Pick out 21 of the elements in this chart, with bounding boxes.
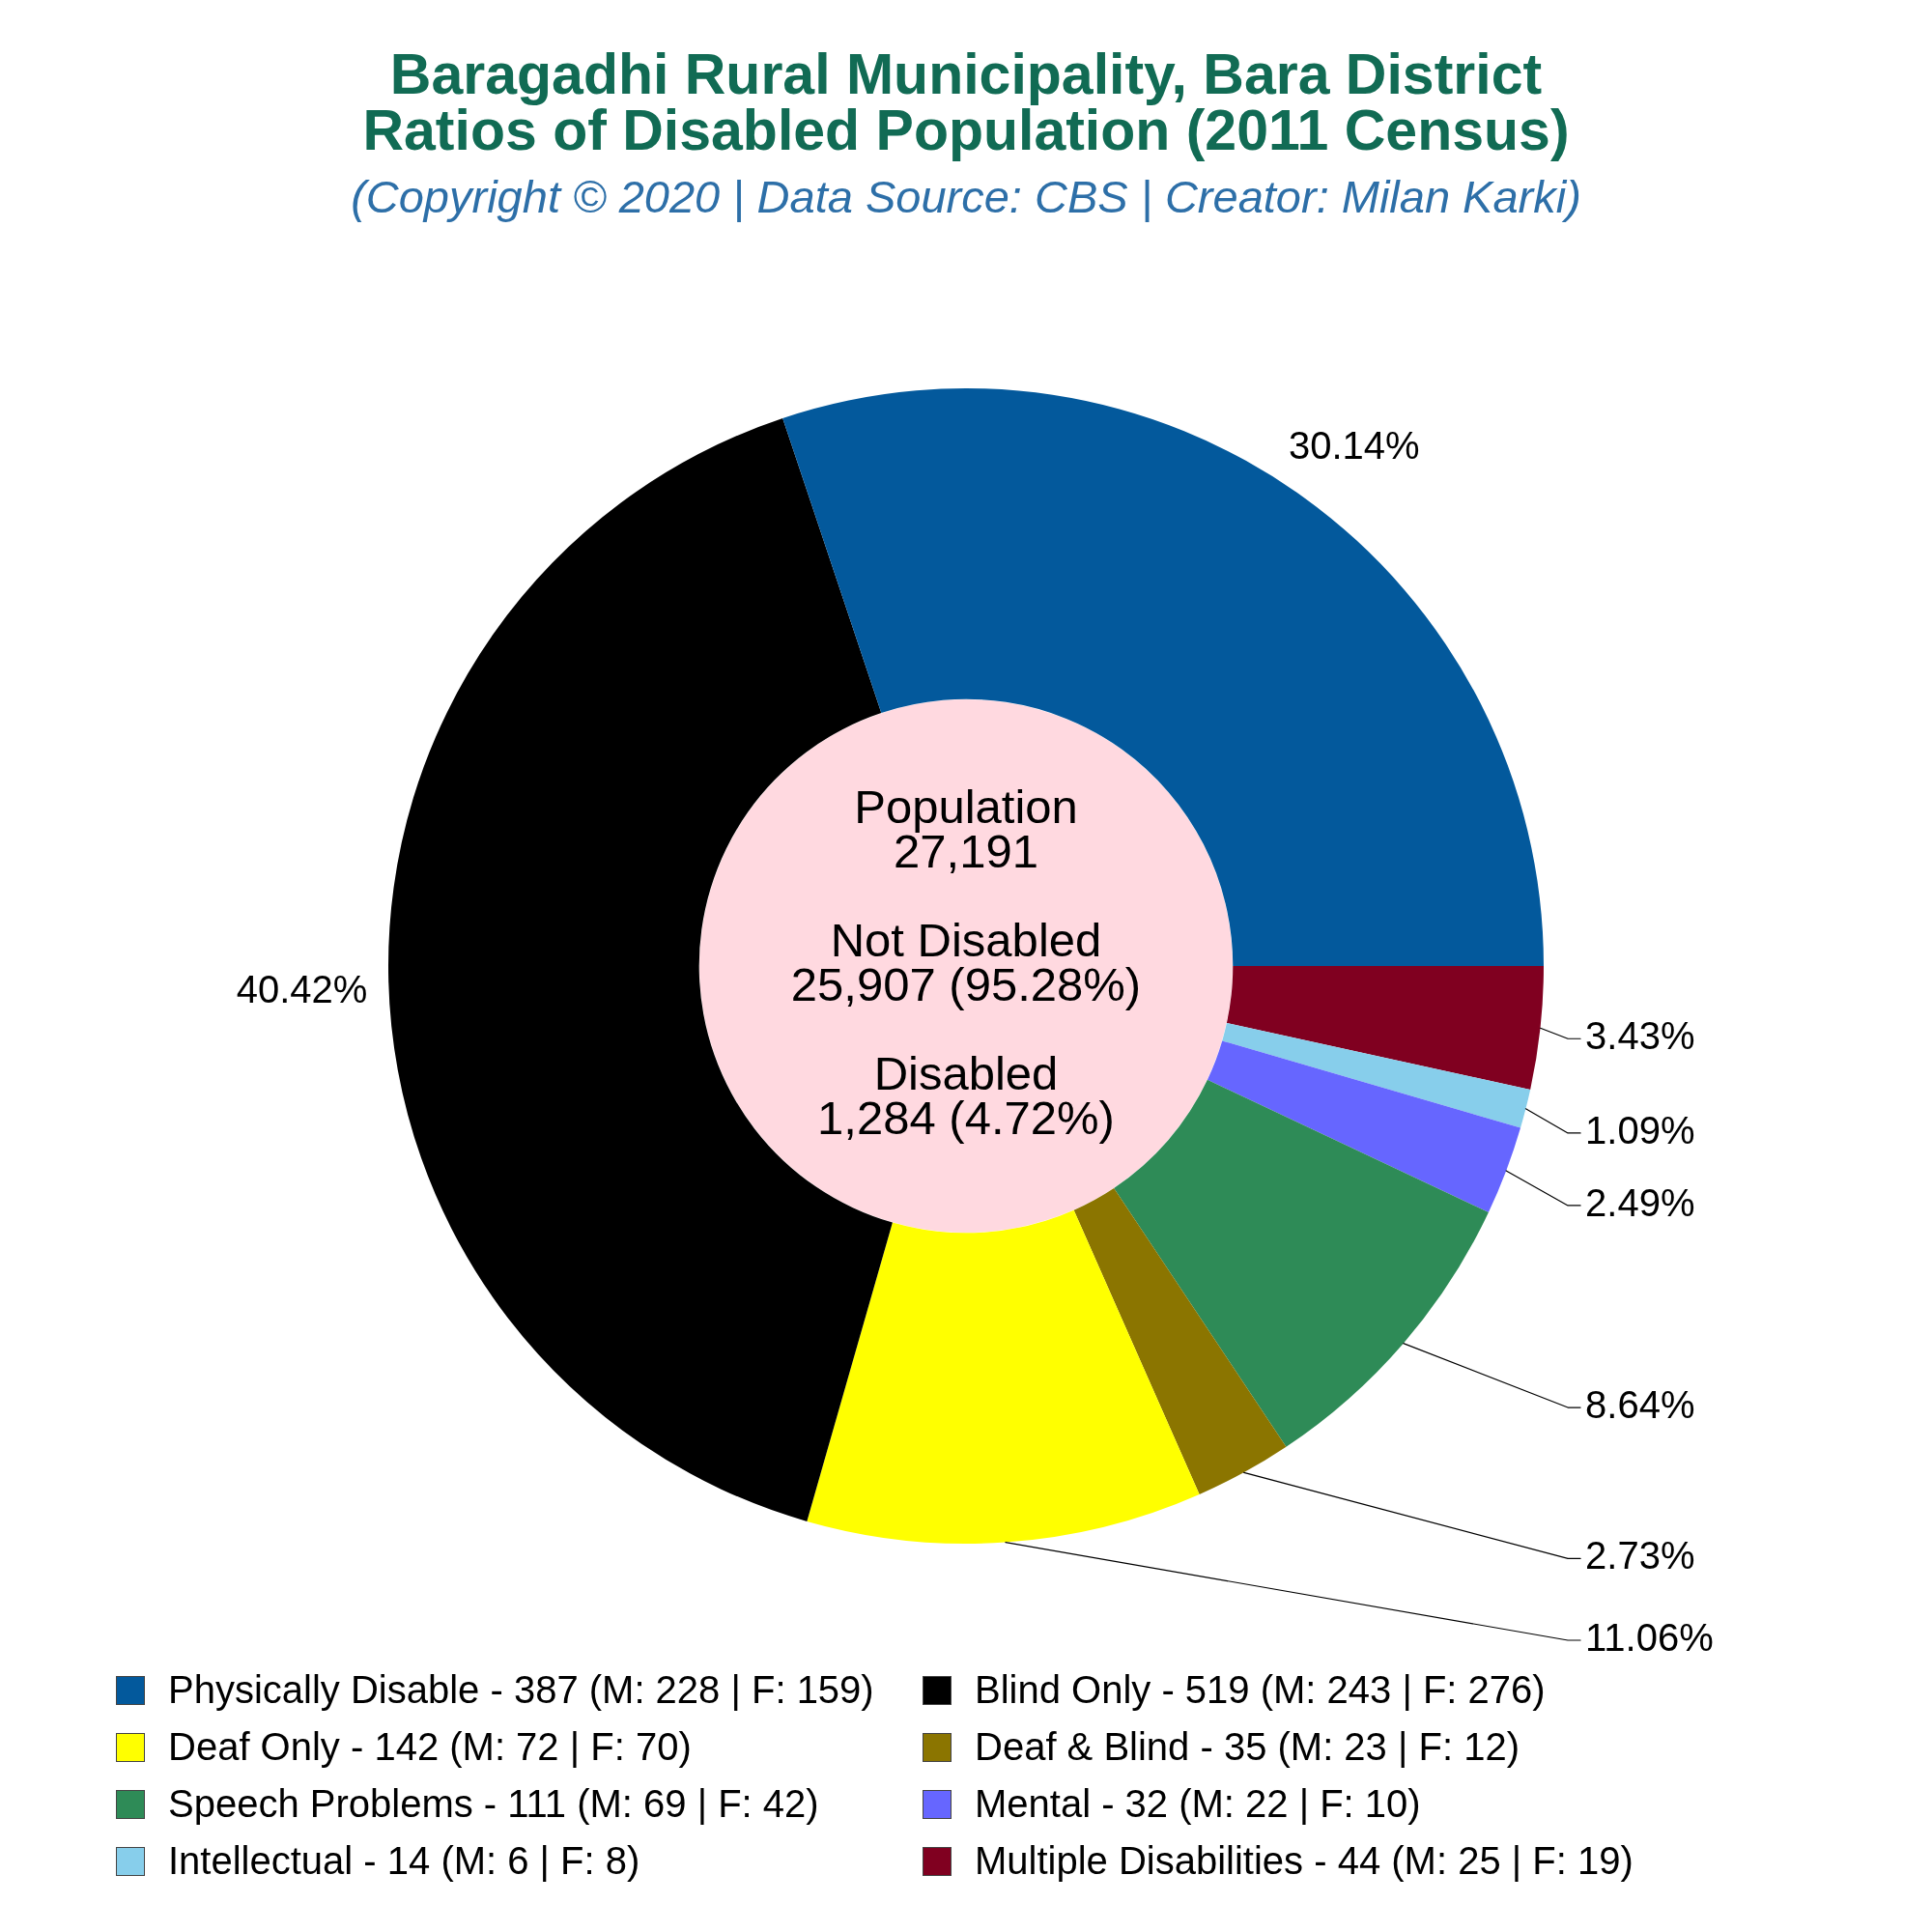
text: Population 27,191 [853, 781, 1079, 877]
legend-label: Speech Problems - 111 (M: 69 | F: 42) [168, 1782, 819, 1826]
data-label: 11.06% [1585, 1616, 1714, 1660]
data-label: 2.49% [1585, 1180, 1695, 1224]
data-label: 8.64% [1585, 1383, 1695, 1427]
legend-label: Intellectual - 14 (M: 6 | F: 8) [168, 1839, 640, 1883]
data-label: 40.42% [236, 967, 368, 1010]
chart-title: Baragadhi Rural Municipality, Bara District Ratios of Disabled Population (2011 Census) [361, 43, 1571, 162]
legend-label: Mental - 32 (M: 22 | F: 10) [975, 1782, 1421, 1826]
text: Disabled 1,284 (4.72%) [816, 1047, 1116, 1144]
text: Not Disabled 25,907 (95.28%) [789, 914, 1143, 1010]
legend-label: Multiple Disabilities - 44 (M: 25 | F: 19) [975, 1839, 1634, 1883]
legend-label: Deaf & Blind - 35 (M: 23 | F: 12) [975, 1725, 1520, 1769]
data-label: 1.09% [1585, 1108, 1695, 1151]
legend-label: Physically Disable - 387 (M: 228 | F: 159) [168, 1668, 874, 1712]
chart-subtitle: (Copyright © 2020 | Data Source: CBS | Creator: Milan Karki) [350, 171, 1582, 223]
data-label: 30.14% [1288, 423, 1420, 467]
data-label: 2.73% [1585, 1534, 1695, 1577]
data-label: 3.43% [1585, 1014, 1695, 1058]
legend-label: Blind Only - 519 (M: 243 | F: 276) [975, 1668, 1546, 1712]
legend-label: Deaf Only - 142 (M: 72 | F: 70) [168, 1725, 692, 1769]
